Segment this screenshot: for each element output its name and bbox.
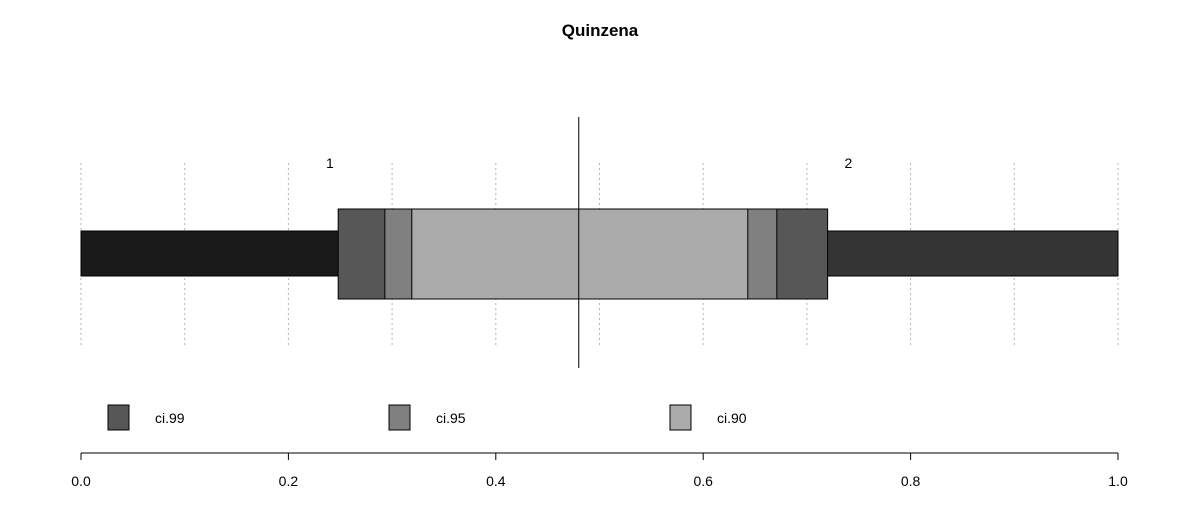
segment-label-2: 2	[844, 155, 852, 171]
x-tick-label-5: 1.0	[1108, 473, 1128, 489]
x-axis: 0.0 0.2 0.4 0.6 0.8 1.0	[71, 452, 1128, 489]
interval-ci-90	[411, 208, 749, 300]
legend: ci.99 ci.95 ci.90	[107, 404, 747, 431]
legend-label-ci-90: ci.90	[717, 410, 747, 426]
x-tick-label-1: 0.2	[279, 473, 299, 489]
x-tick-label-3: 0.6	[693, 473, 713, 489]
x-tick-label-0: 0.0	[71, 473, 91, 489]
legend-label-ci-95: ci.95	[436, 410, 466, 426]
legend-swatch-ci-99	[107, 404, 130, 431]
chart-title: Quinzena	[562, 21, 639, 40]
legend-swatch-ci-95	[388, 404, 411, 431]
intervals	[337, 208, 829, 300]
segment-label-1: 1	[326, 155, 334, 171]
x-tick-label-2: 0.4	[486, 473, 506, 489]
x-tick-label-4: 0.8	[901, 473, 921, 489]
legend-label-ci-99: ci.99	[155, 410, 185, 426]
legend-swatch-ci-90	[669, 404, 692, 431]
